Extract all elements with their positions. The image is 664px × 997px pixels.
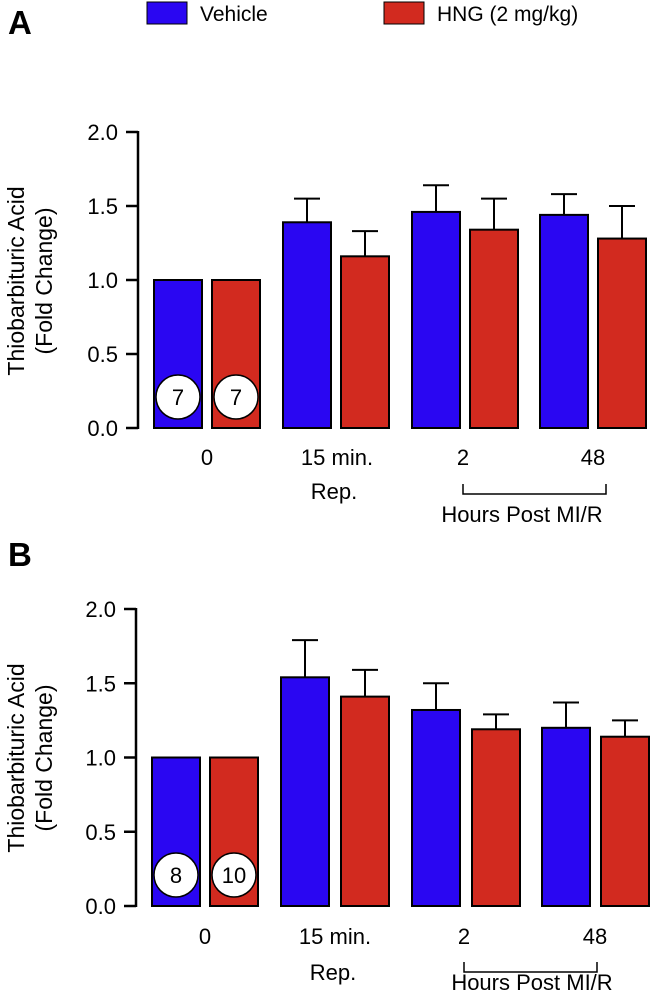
error-bar-vehicle-1 — [292, 639, 318, 678]
x-tick-sublabel-rep: Rep. — [311, 479, 357, 504]
legend-label-vehicle: Vehicle — [200, 3, 268, 26]
bar-vehicle-1 — [280, 676, 330, 907]
y-axis-label-line-2: (Fold Change) — [31, 684, 57, 831]
bar-hng-3 — [600, 735, 650, 908]
bar-hng-3 — [597, 237, 647, 429]
legend-label-hng: HNG (2 mg/kg) — [437, 3, 578, 26]
y-tick-label: 1.5 — [87, 194, 118, 219]
legend: Vehicle HNG (2 mg/kg) — [146, 1, 578, 26]
x-tick-label-48: 48 — [581, 445, 605, 470]
n-label-circle — [153, 852, 199, 898]
n-label-circle — [155, 374, 201, 420]
hours-bracket-label: Hours Post MI/R — [441, 502, 602, 527]
n-label-circle — [213, 374, 259, 420]
error-bar-hng-2 — [481, 197, 507, 230]
n-label: 8 — [170, 863, 182, 888]
y-tick-label: 0.5 — [87, 342, 118, 367]
bar-hng-1 — [340, 695, 390, 907]
x-tick-label-15min: 15 min. — [299, 924, 371, 949]
chart-panel-a: A Thiobarbituric Acid (Fold Change) 0 15… — [3, 4, 647, 527]
legend-swatch-hng — [383, 1, 425, 25]
error-bar-hng-1 — [352, 230, 378, 257]
error-bar-vehicle-3 — [553, 701, 579, 728]
hours-bracket-label: Hours Post MI/R — [451, 970, 612, 995]
y-tick-label: 0.0 — [85, 894, 116, 919]
bar-vehicle-3 — [541, 726, 591, 907]
error-bar-vehicle-2 — [423, 682, 449, 710]
y-axis-label-line-1: Thiobarbituric Acid — [3, 663, 29, 852]
bar-vehicle-2 — [411, 210, 461, 429]
error-bar-hng-3 — [612, 719, 638, 737]
y-axis-label-line-1: Thiobarbituric Acid — [3, 186, 29, 375]
x-tick-label-15min: 15 min. — [301, 445, 373, 470]
panel-label: A — [8, 4, 32, 41]
hours-bracket — [463, 962, 598, 973]
panel-label: B — [8, 536, 32, 573]
x-tick-sublabel-rep: Rep. — [310, 960, 356, 985]
x-tick-label-0: 0 — [201, 445, 213, 470]
error-bar-vehicle-3 — [551, 193, 577, 215]
y-tick-label: 0.0 — [87, 416, 118, 441]
y-tick-label: 2.0 — [87, 120, 118, 145]
hours-bracket — [462, 484, 607, 495]
bar-hng-1 — [340, 255, 390, 429]
error-bar-vehicle-1 — [294, 197, 320, 223]
bar-vehicle-2 — [411, 708, 461, 907]
x-tick-label-48: 48 — [583, 924, 607, 949]
y-tick-label: 1.5 — [85, 671, 116, 696]
n-label-circle — [211, 852, 257, 898]
legend-swatch-vehicle — [146, 1, 188, 25]
y-tick-label: 1.0 — [87, 268, 118, 293]
y-tick-label: 0.5 — [85, 820, 116, 845]
bar-hng-2 — [469, 228, 519, 429]
bar-vehicle-1 — [282, 221, 332, 429]
error-bar-hng-1 — [352, 668, 378, 697]
bar-vehicle-3 — [539, 213, 589, 429]
n-label: 7 — [230, 385, 242, 410]
bar-hng-2 — [471, 728, 521, 907]
y-axis-label-line-2: (Fold Change) — [31, 207, 57, 354]
n-label: 7 — [172, 385, 184, 410]
x-tick-label-0: 0 — [199, 924, 211, 949]
error-bar-vehicle-2 — [423, 184, 449, 212]
y-tick-label: 1.0 — [85, 746, 116, 771]
n-label: 10 — [222, 863, 246, 888]
x-tick-label-2: 2 — [457, 445, 469, 470]
error-bar-hng-2 — [483, 713, 509, 730]
x-tick-label-2: 2 — [458, 924, 470, 949]
chart-panel-b: B Thiobarbituric Acid (Fold Change) 0 15… — [3, 536, 650, 995]
y-tick-label: 2.0 — [85, 597, 116, 622]
error-bar-hng-3 — [609, 205, 635, 239]
